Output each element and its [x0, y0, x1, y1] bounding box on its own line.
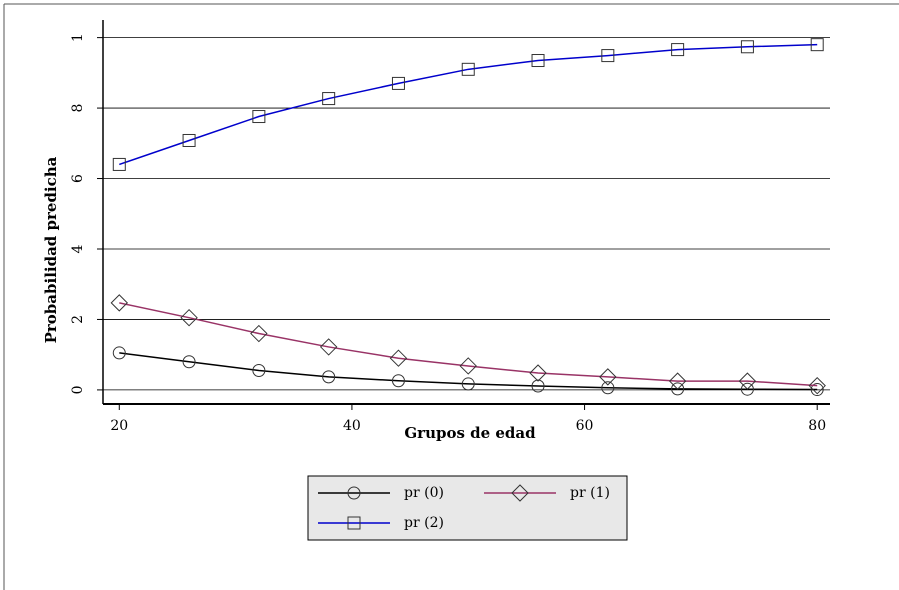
marker — [391, 374, 405, 388]
marker — [182, 133, 196, 147]
series-line — [119, 352, 818, 391]
legend — [307, 475, 628, 541]
marker — [182, 355, 196, 369]
marker — [250, 324, 268, 343]
marker — [112, 157, 126, 171]
marker — [531, 54, 545, 68]
marker — [511, 484, 529, 502]
y-tick-label: 2 — [70, 315, 86, 324]
marker — [322, 92, 336, 106]
legend-label: pr (2) — [404, 515, 444, 531]
marker — [389, 349, 408, 367]
x-tick-label: 60 — [576, 418, 594, 434]
legend-label: pr (1) — [570, 485, 610, 501]
x-tick-label: 20 — [110, 418, 128, 434]
marker — [671, 43, 685, 57]
marker — [738, 372, 757, 390]
series-line — [119, 302, 818, 387]
marker — [529, 364, 547, 382]
marker — [461, 62, 475, 76]
y-tick-label: 0 — [70, 385, 86, 394]
marker — [740, 382, 754, 396]
y-tick-label: 8 — [70, 104, 86, 113]
y-tick-label: 1 — [70, 33, 86, 42]
y-tick-label: 6 — [70, 174, 86, 183]
marker — [180, 308, 198, 327]
marker — [810, 38, 824, 52]
y-tick-label: 4 — [70, 244, 86, 253]
marker — [322, 370, 336, 384]
marker — [110, 294, 128, 312]
y-axis-label: Probabilidad predicha — [42, 156, 60, 343]
series-line — [119, 43, 818, 166]
x-tick-label: 40 — [343, 418, 361, 434]
marker — [252, 110, 266, 124]
marker — [252, 364, 266, 378]
marker — [601, 381, 615, 395]
marker — [347, 516, 361, 530]
marker — [601, 49, 615, 63]
marker — [391, 76, 405, 90]
marker — [531, 379, 545, 393]
marker — [461, 377, 475, 391]
marker — [671, 382, 685, 396]
x-axis-label: Grupos de edad — [404, 424, 536, 442]
marker — [740, 40, 754, 54]
marker — [347, 486, 361, 500]
legend-label: pr (0) — [404, 485, 444, 501]
x-tick-label: 80 — [808, 418, 826, 434]
marker — [808, 376, 826, 395]
marker — [668, 372, 687, 390]
marker — [112, 346, 126, 360]
marker — [599, 368, 617, 386]
marker — [459, 357, 477, 375]
marker — [319, 338, 338, 356]
marker — [810, 383, 824, 397]
